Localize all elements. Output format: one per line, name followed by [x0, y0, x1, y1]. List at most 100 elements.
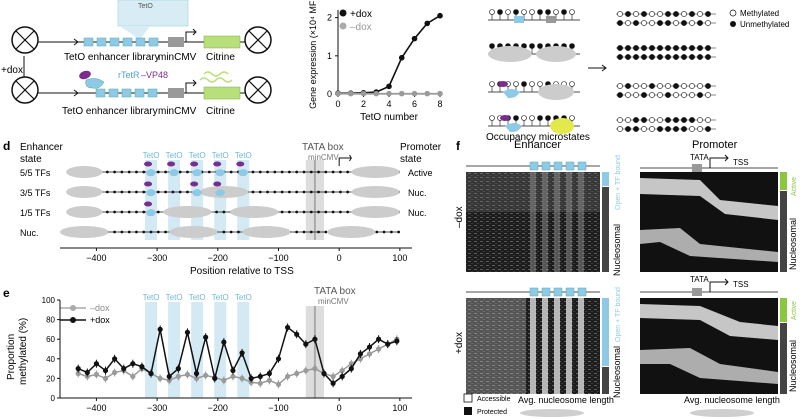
teto-label-e: TetO: [212, 293, 229, 302]
panel-f-label: f: [456, 139, 461, 153]
callout-pointer: [120, 26, 150, 40]
construct-bottom: rTetR –VP48 TetO enhancer library minCMV…: [11, 70, 272, 117]
data-point-e: [275, 356, 282, 362]
data-point: [360, 90, 367, 97]
tata-box-bottom: [692, 288, 702, 296]
data-point-e: [294, 331, 300, 337]
cpg-dot: [113, 170, 117, 174]
teto-label-e: TetO: [235, 293, 252, 302]
avg-nuc-ellipse-promoter: [690, 409, 754, 417]
data-point-e: [221, 377, 227, 383]
methyl-site: [633, 45, 639, 51]
vp48-icon: [236, 161, 245, 167]
methyl-site: [625, 20, 631, 26]
cpg-dot: [309, 190, 313, 194]
data-point-e: [139, 364, 145, 370]
enhancer-bands-top: [530, 172, 584, 272]
cpg-site: [569, 43, 575, 49]
methyl-site: [649, 45, 655, 51]
data-point-e: [212, 375, 218, 381]
legend-plus-marker: [339, 9, 347, 17]
arrow-icon: [64, 38, 79, 46]
nucleosome: [351, 166, 400, 178]
x-tick-label-e: −400: [86, 403, 106, 413]
methyl-site: [705, 117, 711, 123]
methyl-site: [673, 117, 679, 123]
legend-methylated-marker: [729, 9, 737, 17]
y-tick-label: 1: [327, 51, 332, 61]
data-point-e: [230, 373, 236, 380]
methyl-site: [641, 126, 647, 132]
tata-label-top: TATA: [690, 153, 709, 162]
cpg-site: [569, 9, 575, 15]
cpg-dot: [142, 230, 146, 234]
cpg-dot: [317, 170, 320, 174]
legend-minus-label: –dox: [350, 22, 372, 33]
enhancer-sites-top: [529, 161, 587, 171]
nucleosome: [169, 226, 218, 238]
cpg-dot: [156, 170, 160, 174]
cpg-site: [489, 43, 495, 49]
teto-label-e: TetO: [166, 293, 183, 302]
methyl-site: [657, 92, 663, 98]
cpg-dot: [309, 230, 313, 234]
methyl-site: [665, 45, 671, 51]
cpg-site: [545, 115, 551, 121]
data-point-e: [239, 375, 245, 381]
cpg-site: [513, 115, 519, 121]
plus-dox-label: +dox: [1, 65, 23, 76]
nucleosomal-label-promoter-top: Nucleosomal: [788, 218, 798, 270]
cpg-dot: [317, 210, 320, 214]
data-point-e: [366, 351, 373, 357]
cpg-site: [561, 9, 567, 15]
open-tf-bound-label-bottom: Open + TF bound: [615, 287, 622, 342]
methyl-site: [617, 20, 623, 26]
data-point-e: [257, 380, 263, 386]
nucleosome: [66, 206, 103, 218]
state-bar-nuc-promoter-plus: [780, 323, 787, 394]
data-point-e: [284, 373, 291, 380]
y-tick-label: 0: [327, 89, 332, 99]
x-tick-label: 6: [412, 99, 417, 109]
cpg-dot: [338, 170, 342, 174]
data-point-e: [284, 324, 291, 331]
data-point-e: [376, 336, 382, 342]
tata-box-label-d: TATA box: [302, 142, 344, 153]
nucleosomal-label-top: Nucleosomal: [612, 224, 622, 276]
avg-nuc-length-enhancer: Avg. nucleosome length: [518, 395, 614, 405]
data-point-e: [330, 373, 336, 380]
data-point: [424, 20, 431, 27]
data-point-e: [248, 375, 254, 381]
methyl-site: [673, 126, 679, 132]
data-point-e: [93, 371, 100, 378]
cpg-dot: [186, 190, 189, 194]
data-point-e: [148, 370, 154, 377]
methyl-site: [617, 11, 623, 17]
cpg-site: [537, 115, 543, 121]
nucleosome: [242, 226, 291, 238]
x-tick-label-d: 100: [392, 253, 407, 263]
data-point-e: [75, 370, 81, 377]
arrow-icon: [588, 64, 607, 72]
methyl-site: [649, 117, 655, 123]
tss-arrow-icon: [338, 154, 352, 166]
cpg-dot: [331, 170, 335, 174]
teto-column-e: [145, 302, 158, 398]
data-point-e: [112, 356, 118, 362]
teto-column-e: [237, 302, 250, 398]
x-tick-label-d: −300: [147, 253, 167, 263]
tss-arrow-icon: [185, 28, 197, 42]
y-axis-title: Gene expression (×10⁴ MFI): [308, 0, 318, 109]
methyl-site: [689, 92, 695, 98]
cpg-site: [521, 9, 527, 15]
cpg-dot: [105, 170, 109, 174]
data-point-e: [84, 369, 90, 376]
tf-icon: [146, 189, 157, 197]
protected-label: Protected: [477, 409, 507, 416]
tf-icon: [192, 169, 203, 177]
methyl-site: [633, 54, 639, 60]
teto-column: [191, 160, 204, 240]
tf-icon: [505, 123, 522, 133]
methyl-site: [649, 11, 655, 17]
mincmv-box-top: [168, 37, 184, 47]
